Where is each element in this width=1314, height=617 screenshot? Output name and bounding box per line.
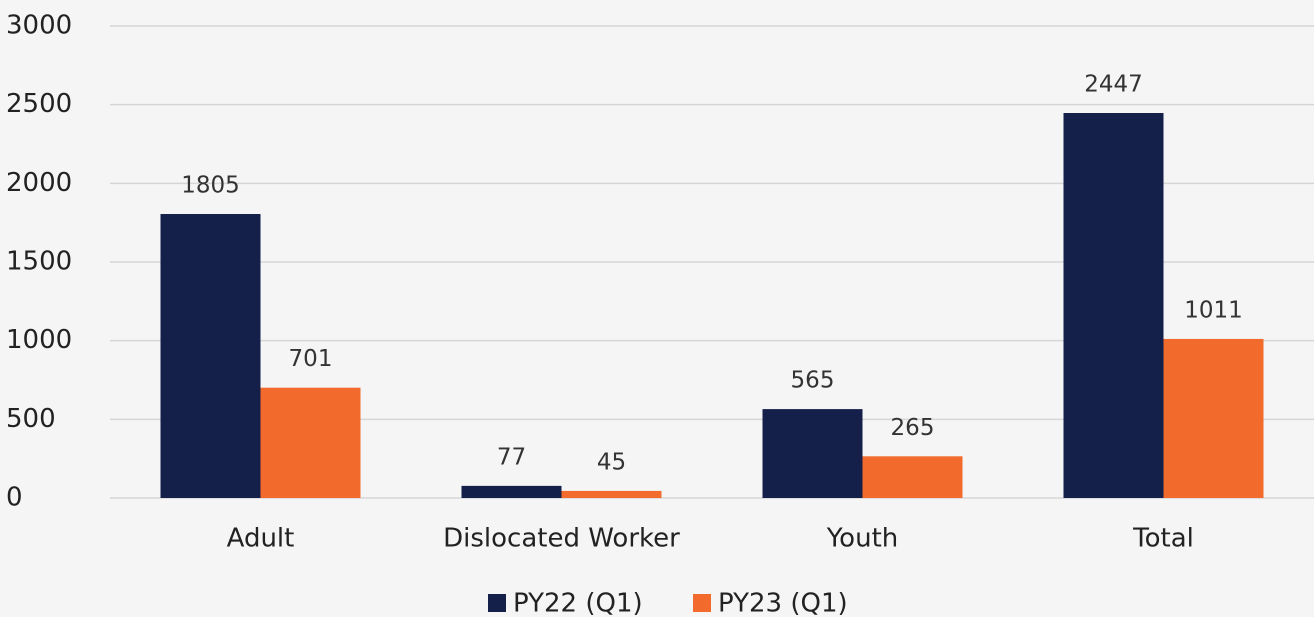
value-label: 1805	[181, 173, 240, 199]
bar	[762, 409, 863, 498]
y-tick-label: 2000	[6, 168, 72, 198]
x-tick-label: Youth	[826, 524, 899, 554]
x-tick-label: Total	[1132, 524, 1194, 554]
bar	[1063, 113, 1164, 498]
y-tick-label: 500	[6, 404, 56, 434]
value-label: 565	[791, 368, 835, 394]
value-label: 1011	[1184, 297, 1243, 323]
value-label: 77	[497, 444, 526, 470]
bar	[561, 490, 662, 498]
y-tick-label: 3000	[6, 11, 72, 41]
bar	[862, 456, 963, 498]
bar	[160, 214, 261, 498]
y-tick-label: 2500	[6, 89, 72, 119]
y-tick-label: 1500	[6, 247, 72, 277]
value-label: 2447	[1084, 72, 1143, 98]
value-label: 265	[891, 415, 935, 441]
legend-swatch	[488, 594, 506, 612]
legend-label: PY22 (Q1)	[513, 589, 643, 617]
y-tick-label: 0	[6, 483, 23, 513]
value-label: 701	[289, 346, 333, 372]
x-tick-label: Dislocated Worker	[443, 524, 680, 554]
bar	[461, 485, 562, 498]
x-tick-label: Adult	[227, 524, 295, 554]
value-label: 45	[597, 449, 626, 475]
y-tick-label: 1000	[6, 325, 72, 355]
bar	[1163, 338, 1264, 498]
legend-label: PY23 (Q1)	[718, 589, 848, 617]
bar	[260, 387, 361, 498]
legend-swatch	[693, 594, 711, 612]
